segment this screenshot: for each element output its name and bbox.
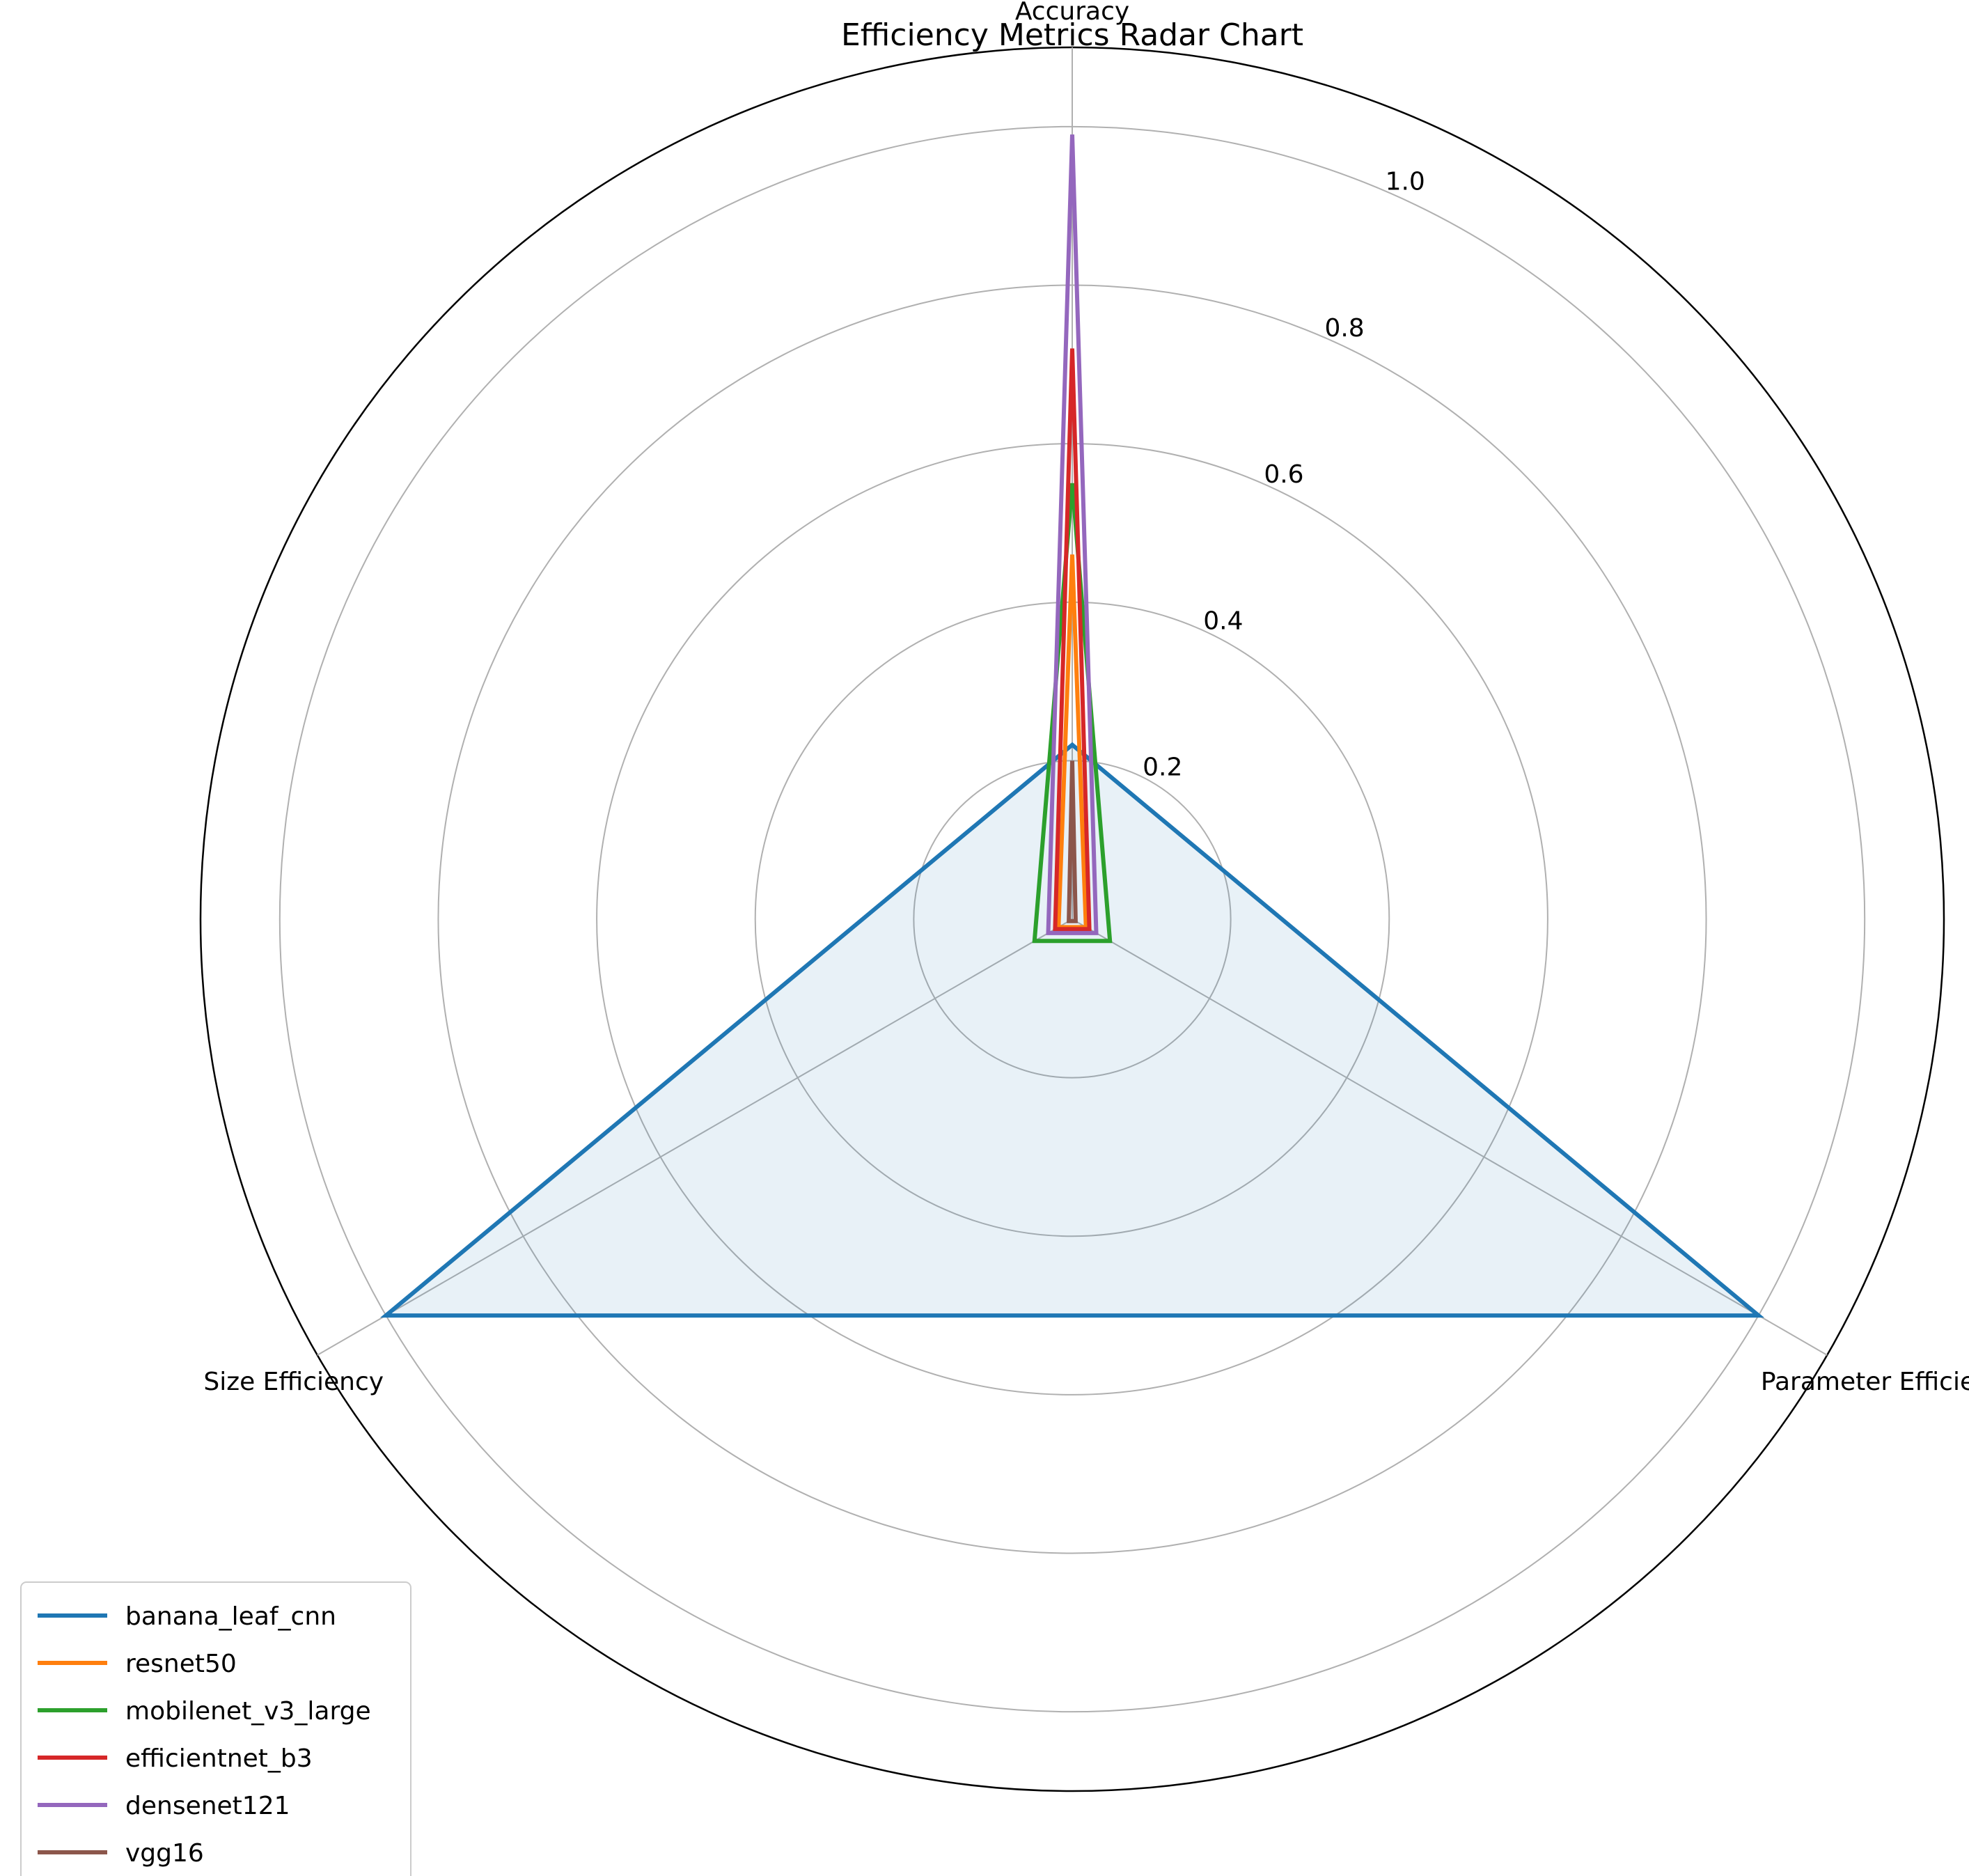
axis-label-2: Size Efficiency — [203, 1368, 384, 1396]
r-tick-label-4: 1.0 — [1386, 167, 1425, 196]
series-line-banana_leaf_cnn — [379, 742, 1765, 1318]
legend-label-efficientnet_b3: efficientnet_b3 — [125, 1744, 313, 1773]
series-line-densenet121 — [1046, 134, 1099, 935]
legend-box — [20, 1581, 411, 1876]
legend-label-mobilenet_v3_large: mobilenet_v3_large — [125, 1697, 371, 1726]
axis-label-1: Parameter Efficiency — [1761, 1368, 1969, 1396]
legend-label-banana_leaf_cnn: banana_leaf_cnn — [125, 1602, 336, 1631]
legend-label-densenet121: densenet121 — [125, 1792, 290, 1820]
r-tick-label-0: 0.2 — [1143, 753, 1182, 782]
series-layer — [379, 134, 1765, 1318]
axis-label-0: Accuracy — [1015, 0, 1129, 26]
legend: banana_leaf_cnn resnet50 mobilenet_v3_larg… — [20, 1581, 411, 1876]
axis-labels-layer: Accuracy Parameter Efficiency Size Efficie… — [203, 0, 1969, 1396]
spoke-2 — [317, 919, 1073, 1356]
series-fill-banana_leaf_cnn — [386, 744, 1759, 1316]
legend-label-resnet50: resnet50 — [125, 1650, 237, 1678]
spoke-1 — [1072, 919, 1828, 1356]
r-tick-label-3: 0.8 — [1324, 314, 1364, 343]
r-tick-label-1: 0.4 — [1203, 607, 1243, 635]
r-tick-label-2: 0.6 — [1264, 460, 1303, 489]
series-line-efficientnet_b3 — [1053, 348, 1092, 932]
series-line-vgg16 — [1067, 760, 1078, 923]
ticks-layer: 0.2 0.4 0.6 0.8 1.0 — [1143, 167, 1425, 781]
legend-label-vgg16: vgg16 — [125, 1839, 204, 1868]
